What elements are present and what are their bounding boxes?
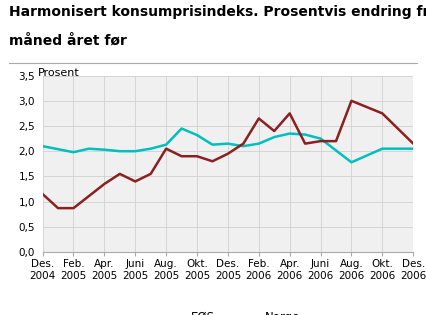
Legend: EØS, Norge: EØS, Norge	[156, 311, 300, 315]
Text: Prosent: Prosent	[38, 68, 80, 78]
Text: måned året før: måned året før	[9, 33, 127, 47]
Text: Harmonisert konsumprisindeks. Prosentvis endring fra samme: Harmonisert konsumprisindeks. Prosentvis…	[9, 5, 426, 19]
